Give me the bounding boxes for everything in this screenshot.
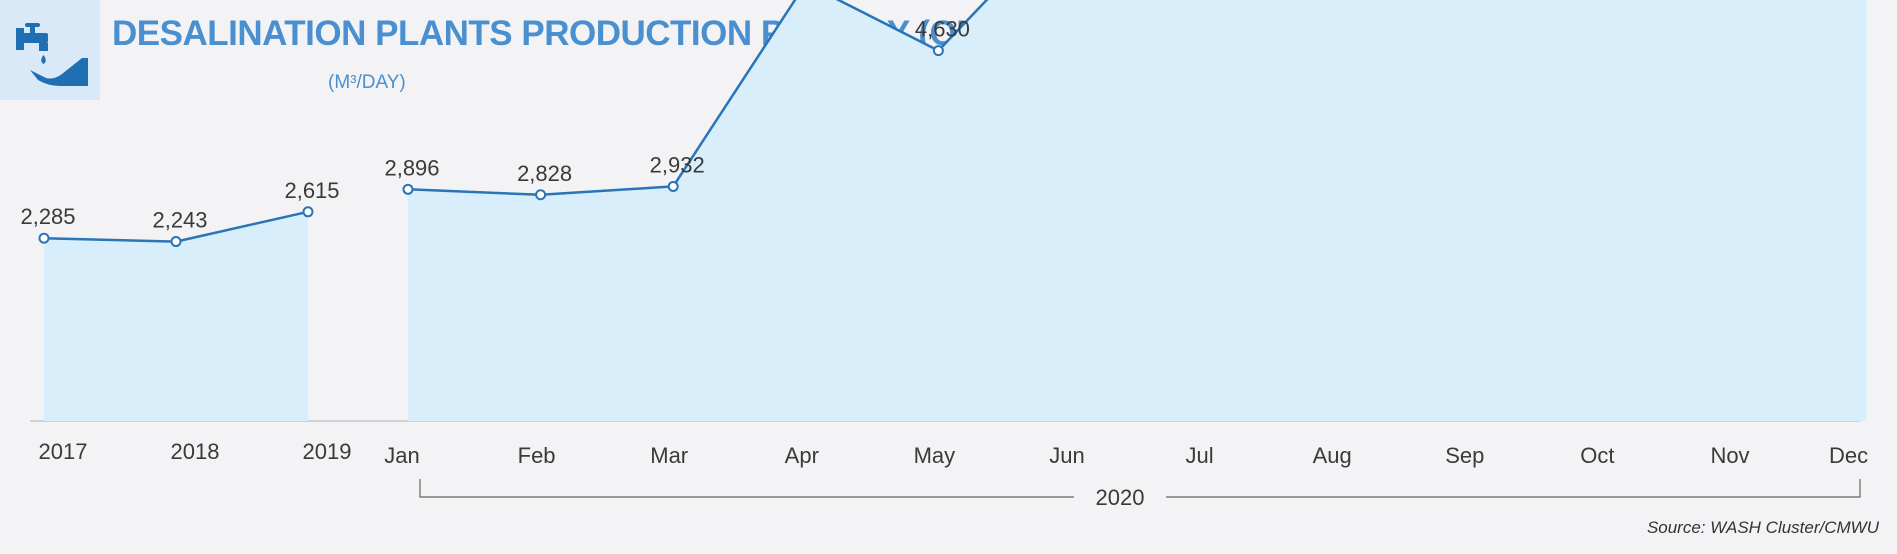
x-tick-label: Sep [1445,443,1484,468]
annual-data-label: 2,243 [152,208,207,233]
x-tick-label: 2018 [171,439,220,464]
x-tick-label: 2017 [39,439,88,464]
monthly-area [408,0,1867,421]
monthly-data-label: 2,828 [517,161,572,186]
year-group-label: 2020 [1096,485,1145,510]
year-bracket-right [1166,479,1861,498]
x-tick-label: Mar [650,443,688,468]
x-tick-label: Apr [785,443,819,468]
x-tick-label: Jul [1186,443,1214,468]
annual-data-label: 2,285 [20,204,75,229]
monthly-point [667,180,679,192]
x-tick-label: 2019 [303,439,352,464]
x-tick-label: Feb [518,443,556,468]
x-tick-label: Dec [1829,443,1868,468]
x-tick-label: Jan [384,443,419,468]
annual-data-label: 2,615 [284,178,339,203]
annual-point [170,236,182,248]
monthly-data-label: 4,630 [915,17,970,42]
source-note: Source: WASH Cluster/CMWU [1646,518,1879,537]
x-tick-label: Aug [1313,443,1352,468]
monthly-data-label: 2,896 [384,155,439,180]
x-tick-label: Jun [1049,443,1084,468]
annual-area [44,211,308,421]
x-tick-label: May [914,443,956,468]
x-tick-label: Nov [1710,443,1749,468]
annual-point [302,206,314,218]
monthly-point [535,189,547,201]
year-bracket-left [419,479,1074,498]
monthly-point [932,45,944,57]
annual-point [38,232,50,244]
water-tap-hand-icon [16,23,88,86]
unit-label: (M³/DAY) [328,72,406,93]
icon-box [0,0,100,100]
monthly-line [407,0,989,197]
monthly-data-label: 2,932 [650,152,705,177]
x-tick-label: Oct [1580,443,1614,468]
monthly-point [402,183,414,195]
